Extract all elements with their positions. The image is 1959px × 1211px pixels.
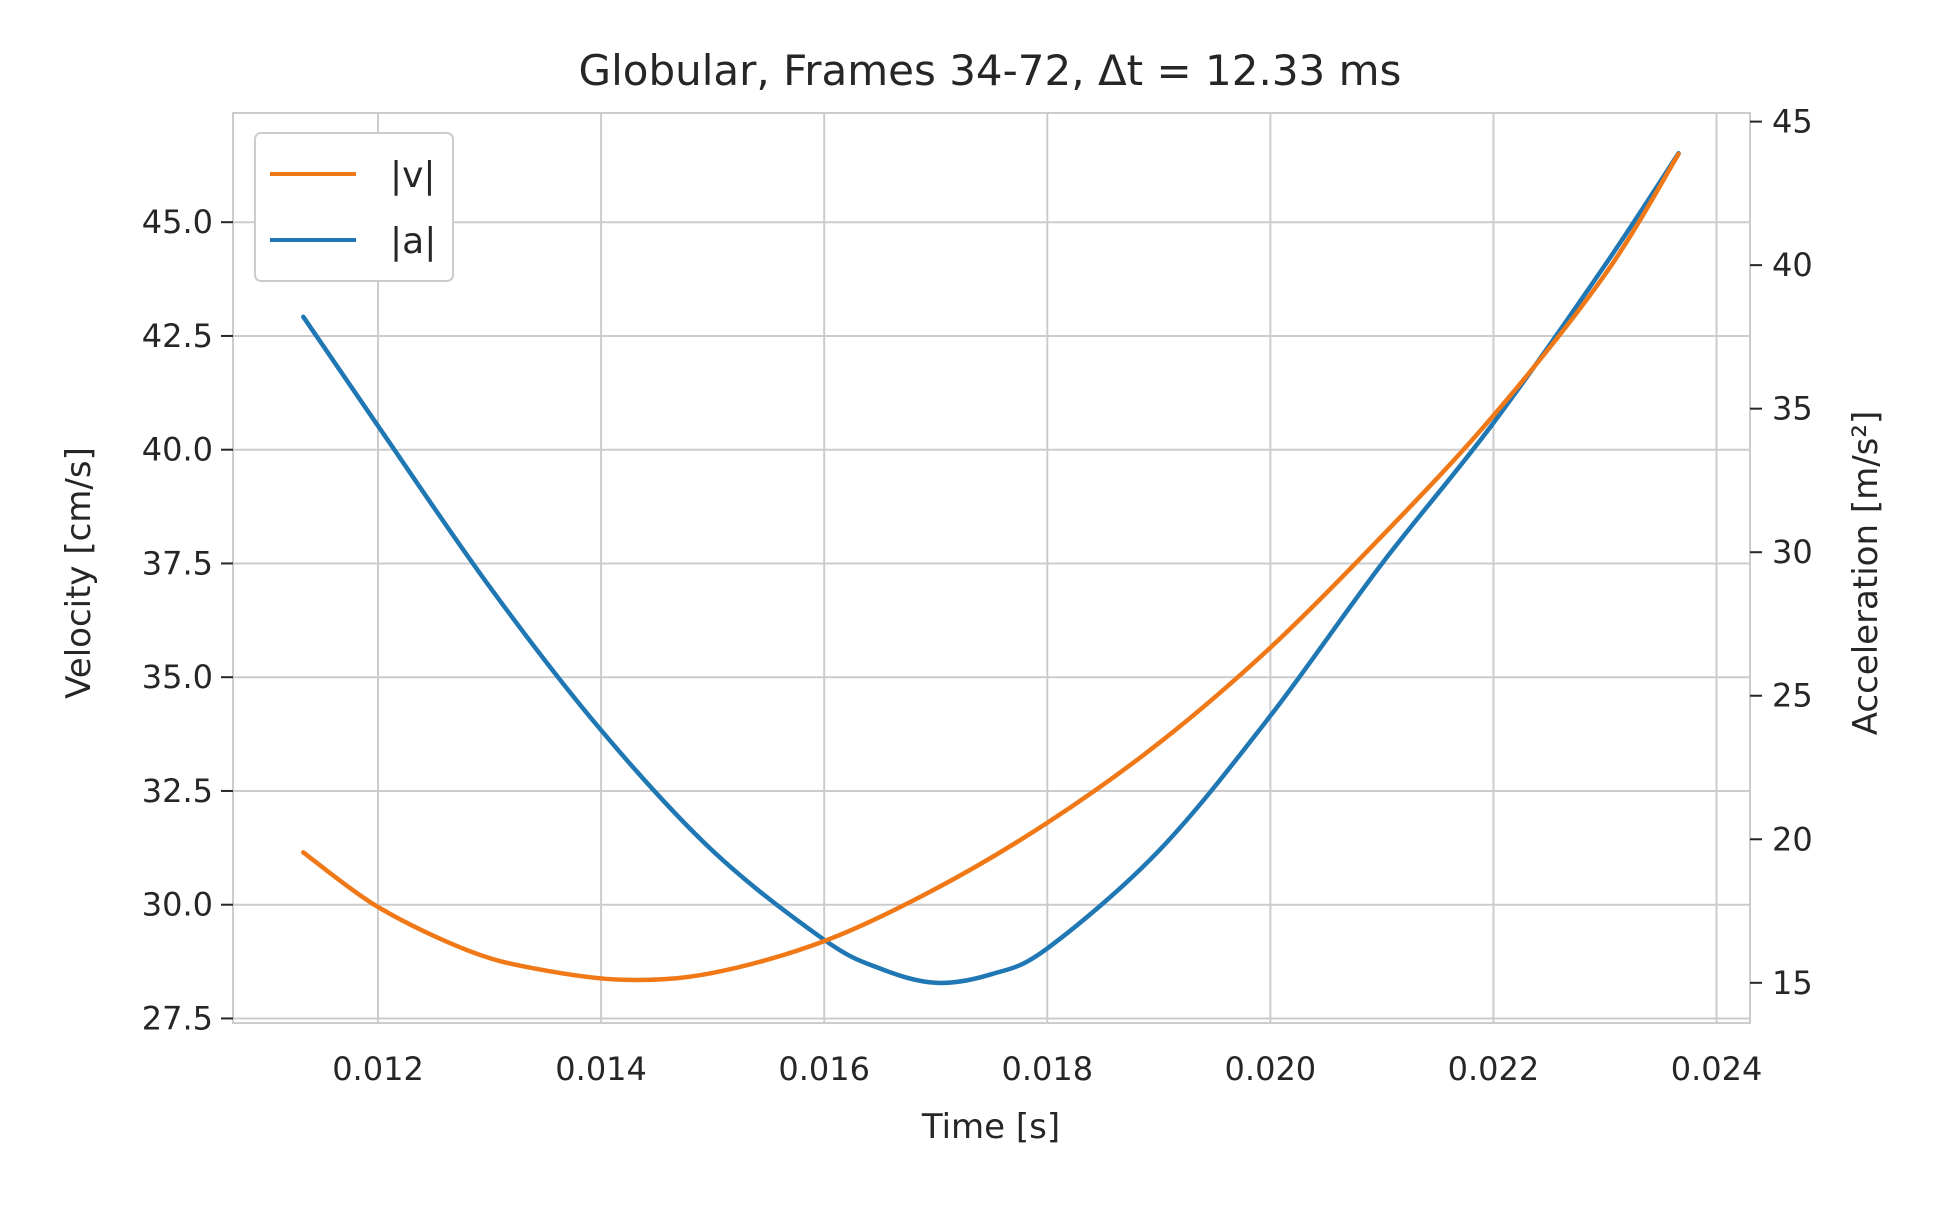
chart-title: Globular, Frames 34-72, Δt = 12.33 ms	[579, 46, 1402, 95]
y-left-axis-ticks: 27.5 30.0 32.5 35.0 37.5 40.0 42.5 45.0	[142, 203, 233, 1037]
y-left-tick-label: 37.5	[142, 544, 213, 582]
y-right-tick-label: 20	[1772, 820, 1813, 858]
y-right-tick-label: 25	[1772, 677, 1813, 715]
legend-label-a: |a|	[390, 221, 436, 262]
y-left-tick-label: 40.0	[142, 431, 213, 469]
x-tick-label: 0.022	[1448, 1050, 1540, 1088]
series-line-v	[301, 151, 1681, 983]
legend-box	[254, 132, 454, 282]
x-tick-label: 0.012	[332, 1050, 424, 1088]
y-left-tick-label: 27.5	[142, 999, 213, 1037]
x-axis-label: Time [s]	[921, 1107, 1060, 1147]
y-left-tick-label: 42.5	[142, 317, 213, 355]
y-right-tick-label: 45	[1772, 103, 1813, 141]
y-left-axis-label: Velocity [cm/s]	[59, 447, 99, 699]
x-tick-label: 0.020	[1225, 1050, 1317, 1088]
y-left-tick-label: 35.0	[142, 658, 213, 696]
grid	[233, 113, 1750, 1023]
x-tick-label: 0.024	[1671, 1050, 1763, 1088]
legend: |v| |a|	[254, 132, 454, 282]
legend-label-v: |v|	[390, 155, 436, 196]
y-right-tick-label: 40	[1772, 246, 1813, 284]
y-right-tick-label: 30	[1772, 533, 1813, 571]
y-right-tick-label: 15	[1772, 964, 1813, 1002]
y-left-tick-label: 32.5	[142, 772, 213, 810]
y-right-axis-label: Acceleration [m/s²]	[1846, 411, 1886, 736]
y-right-axis-ticks: 15 20 25 30 35 40 45	[1750, 103, 1813, 1002]
y-left-tick-label: 45.0	[142, 203, 213, 241]
y-left-tick-label: 30.0	[142, 886, 213, 924]
plot-area	[232, 112, 1751, 1024]
x-tick-label: 0.014	[555, 1050, 647, 1088]
x-tick-label: 0.018	[1001, 1050, 1093, 1088]
y-right-tick-label: 35	[1772, 390, 1813, 428]
x-tick-label: 0.016	[778, 1050, 870, 1088]
x-axis-ticks: 0.012 0.014 0.016 0.018 0.020 0.022 0.024	[332, 1050, 1762, 1088]
series-line-a	[301, 150, 1681, 986]
series-lines	[301, 150, 1681, 986]
